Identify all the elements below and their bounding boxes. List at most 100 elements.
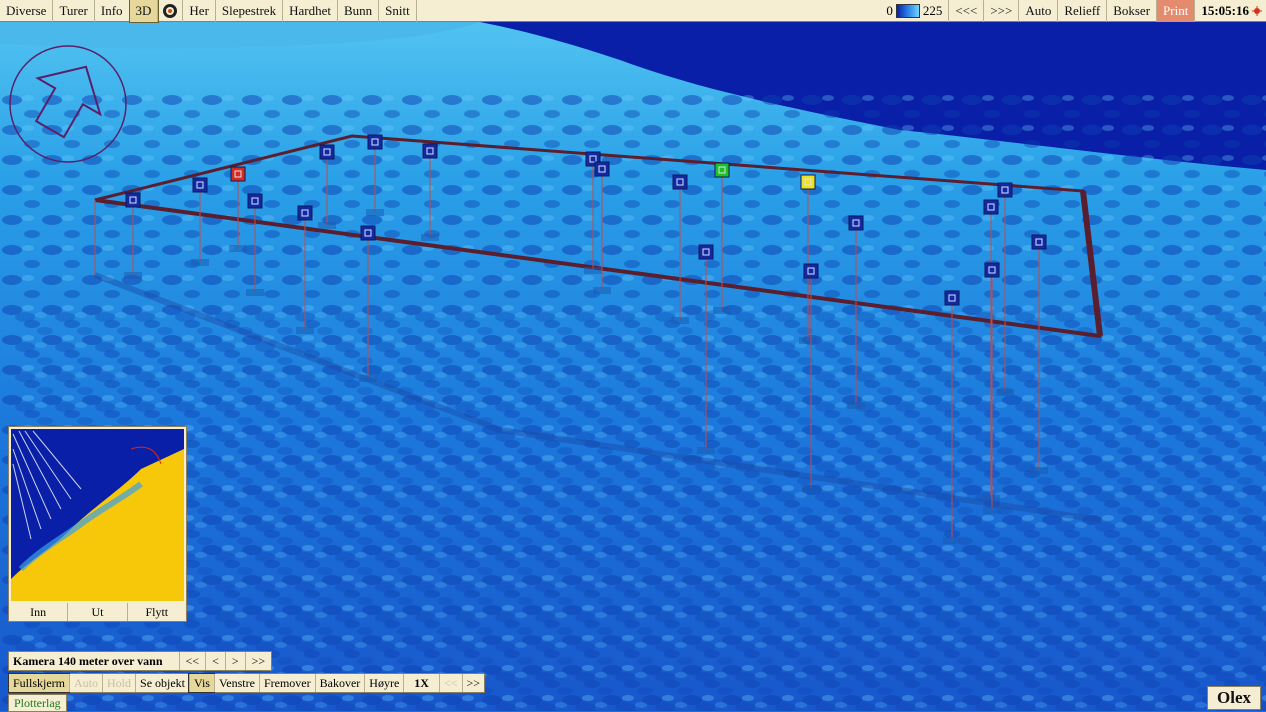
show-button[interactable]: Vis [188, 673, 215, 693]
marker-layer [124, 134, 1048, 544]
fishing-marker[interactable] [367, 134, 383, 150]
target-icon[interactable] [158, 0, 184, 22]
fishing-marker[interactable] [192, 177, 208, 193]
fishing-marker[interactable] [594, 161, 610, 177]
fishing-marker[interactable] [360, 225, 376, 241]
marker-shadow [697, 447, 715, 454]
print-button[interactable]: Print [1157, 0, 1196, 22]
fishing-marker[interactable] [422, 143, 438, 159]
camera-fast-back-button[interactable]: << [178, 652, 206, 670]
hold-button[interactable]: Hold [102, 674, 135, 692]
fishing-marker[interactable] [125, 192, 141, 208]
marker-inner-square [987, 203, 995, 211]
menu-bunn[interactable]: Bunn [338, 0, 380, 22]
fullscreen-button[interactable]: Fullskjerm [7, 673, 71, 693]
fishing-marker[interactable] [944, 290, 960, 306]
bokser-button[interactable]: Bokser [1107, 0, 1158, 22]
plotter-layers-button[interactable]: Plotterlag [8, 694, 67, 712]
marker-shadow [584, 267, 602, 274]
marker-shadow [191, 259, 209, 266]
fishing-marker[interactable] [247, 193, 263, 209]
menu-info[interactable]: Info [95, 0, 130, 22]
auto-button[interactable]: Auto [1019, 0, 1059, 22]
menu-her[interactable]: Her [183, 0, 216, 22]
marker-shadow [713, 307, 731, 314]
marker-shadow [421, 234, 439, 241]
marker-shadow [366, 209, 384, 216]
depth-scale: 0 225 [880, 0, 950, 22]
forward-button[interactable]: Fremover [258, 674, 315, 692]
marker-shadow [296, 327, 314, 334]
move-button[interactable]: Flytt [126, 603, 186, 621]
fishing-marker[interactable] [698, 244, 714, 260]
marker-inner-square [1035, 238, 1043, 246]
speed-up-button[interactable]: >> [461, 674, 485, 692]
marker-inner-square [988, 266, 996, 274]
zoom-out-button[interactable]: Ut [67, 603, 126, 621]
marker-shadow [802, 485, 820, 492]
relieff-button[interactable]: Relieff [1058, 0, 1108, 22]
marker-inner-square [426, 147, 434, 155]
menu-hardhet[interactable]: Hardhet [283, 0, 338, 22]
top-menu-bar: Diverse Turer Info 3D Her Slepestrek Har… [0, 0, 1266, 23]
fishing-marker[interactable] [319, 144, 335, 160]
backward-button[interactable]: Bakover [314, 674, 365, 692]
marker-shadow [671, 317, 689, 324]
fishing-marker[interactable] [983, 199, 999, 215]
menu-turer[interactable]: Turer [53, 0, 95, 22]
camera-forward-button[interactable]: > [224, 652, 245, 670]
auto-view-button[interactable]: Auto [69, 674, 102, 692]
depth-scale-min: 0 [886, 2, 893, 18]
menu-snitt[interactable]: Snitt [379, 0, 417, 22]
camera-fast-forward-button[interactable]: >> [244, 652, 272, 670]
speed-down-button[interactable]: << [438, 674, 462, 692]
sun-icon [1252, 5, 1262, 16]
menu-3d[interactable]: 3D [128, 0, 160, 23]
camera-back-button[interactable]: < [205, 652, 225, 670]
zoom-in-button[interactable]: Inn [30, 605, 47, 619]
brand-logo: Olex [1207, 686, 1261, 710]
marker-shadow [996, 389, 1014, 396]
marker-shadow [318, 222, 336, 229]
camera-controls: Kamera 140 meter over vann << < > >> [8, 651, 273, 671]
fishing-marker[interactable] [714, 162, 730, 178]
marker-inner-square [371, 138, 379, 146]
marker-inner-square [1001, 186, 1009, 194]
marker-inner-square [702, 248, 710, 256]
see-object-button[interactable]: Se objekt [135, 674, 189, 692]
marker-inner-square [807, 267, 815, 275]
fishing-marker[interactable] [803, 263, 819, 279]
compass-icon [9, 45, 127, 163]
fishing-marker[interactable] [1031, 234, 1047, 250]
next-button[interactable]: >>> [984, 0, 1020, 22]
fishing-marker[interactable] [984, 262, 1000, 278]
depth-scale-bar [895, 3, 920, 18]
fishing-marker[interactable] [800, 174, 816, 190]
marker-inner-square [852, 219, 860, 227]
prev-button[interactable]: <<< [949, 0, 985, 22]
fishing-marker[interactable] [672, 174, 688, 190]
marker-inner-square [589, 155, 597, 163]
fishing-marker[interactable] [297, 205, 313, 221]
marker-inner-square [251, 197, 259, 205]
marker-shadow [982, 495, 1000, 502]
clock: 15:05:16 [1195, 3, 1266, 19]
fishing-marker[interactable] [848, 215, 864, 231]
menu-slepestrek[interactable]: Slepestrek [216, 0, 284, 22]
marker-shadow [847, 402, 865, 409]
marker-inner-square [323, 148, 331, 156]
menu-diverse[interactable]: Diverse [0, 0, 54, 22]
marker-inner-square [234, 170, 242, 178]
fishing-marker[interactable] [997, 182, 1013, 198]
marker-shadow [229, 245, 247, 252]
marker-inner-square [301, 209, 309, 217]
fishing-marker[interactable] [230, 166, 246, 182]
marker-shadow [359, 375, 377, 382]
right-button[interactable]: Høyre [364, 674, 403, 692]
overview-map[interactable]: Inn Ut Flytt [8, 426, 187, 622]
overview-map-buttons: Inn Ut Flytt [9, 603, 186, 621]
left-button[interactable]: Venstre [213, 674, 259, 692]
view-controls: Fullskjerm Auto Hold Se objekt Vis Venst… [7, 673, 486, 693]
marker-inner-square [804, 178, 812, 186]
